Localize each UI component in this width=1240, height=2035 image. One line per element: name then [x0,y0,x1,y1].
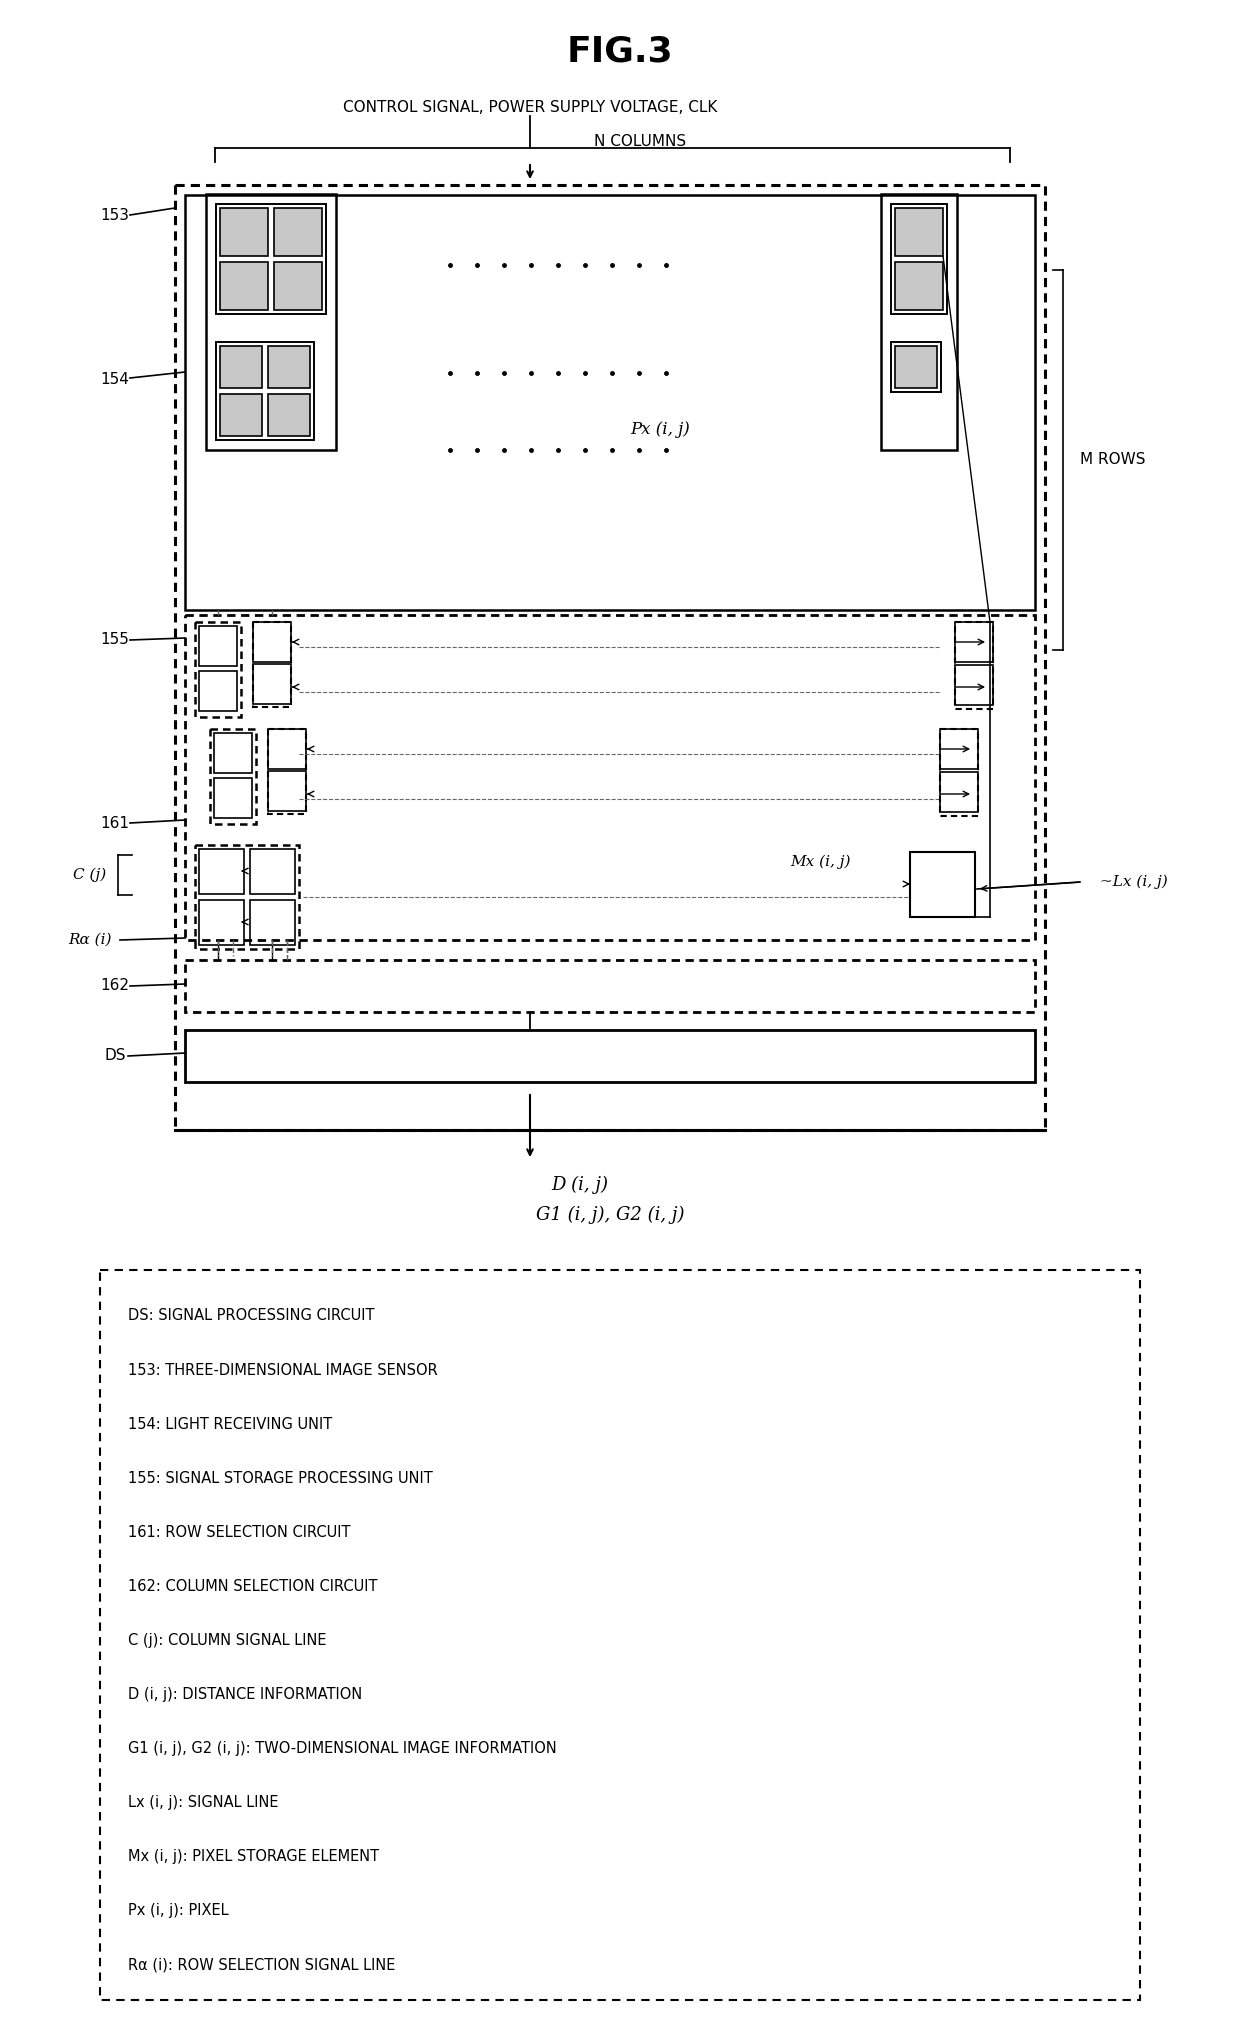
Text: Rα (i): ROW SELECTION SIGNAL LINE: Rα (i): ROW SELECTION SIGNAL LINE [128,1958,396,1972]
Bar [195,623,241,716]
Bar [185,961,1035,1011]
Bar [253,623,291,706]
Text: 162: 162 [100,979,129,993]
Text: ~Lx (i, j): ~Lx (i, j) [1100,875,1168,889]
Bar [219,346,262,389]
Bar [880,193,957,450]
Text: D (i, j): DISTANCE INFORMATION: D (i, j): DISTANCE INFORMATION [128,1687,362,1701]
Bar [892,204,947,313]
Text: 153: THREE-DIMENSIONAL IMAGE SENSOR: 153: THREE-DIMENSIONAL IMAGE SENSOR [128,1363,438,1378]
Bar [250,899,295,944]
Bar [185,615,1035,940]
Bar [253,663,291,704]
Bar [955,623,993,708]
Bar [955,623,993,661]
Bar [100,1270,1140,2000]
Bar [206,193,336,450]
Text: C (j): C (j) [73,867,107,883]
Text: 153: 153 [100,208,129,222]
Text: D (i, j): D (i, j) [552,1176,609,1195]
Bar [198,899,244,944]
Text: C (j): COLUMN SIGNAL LINE: C (j): COLUMN SIGNAL LINE [128,1632,326,1648]
Text: Px (i, j): Px (i, j) [630,421,689,438]
Bar [268,346,310,389]
Bar [253,623,291,661]
Text: M ROWS: M ROWS [1080,452,1146,468]
Bar [892,342,941,393]
Bar [268,729,306,814]
Bar [175,185,1045,1129]
Bar [215,777,252,818]
Text: Lx (i, j): SIGNAL LINE: Lx (i, j): SIGNAL LINE [128,1795,279,1809]
Bar [940,729,978,816]
Bar [219,263,268,309]
Bar [940,771,978,812]
Text: 154: 154 [100,372,129,387]
Text: 155: SIGNAL STORAGE PROCESSING UNIT: 155: SIGNAL STORAGE PROCESSING UNIT [128,1471,433,1486]
Bar [268,771,306,812]
Bar [216,342,314,440]
Bar [215,733,252,773]
Text: Px (i, j): PIXEL: Px (i, j): PIXEL [128,1903,228,1919]
Bar [185,1030,1035,1083]
Bar [198,849,244,893]
Bar [268,395,310,435]
Bar [895,208,942,256]
Text: 155: 155 [100,633,129,647]
Bar [198,672,237,710]
Text: FIG.3: FIG.3 [567,35,673,69]
Text: N COLUMNS: N COLUMNS [594,134,686,149]
Bar [274,263,322,309]
Text: DS: SIGNAL PROCESSING CIRCUIT: DS: SIGNAL PROCESSING CIRCUIT [128,1309,374,1323]
Bar [198,627,237,665]
Text: G1 (i, j), G2 (i, j): TWO-DIMENSIONAL IMAGE INFORMATION: G1 (i, j), G2 (i, j): TWO-DIMENSIONAL IM… [128,1742,557,1756]
Bar [910,853,975,918]
Text: 154: LIGHT RECEIVING UNIT: 154: LIGHT RECEIVING UNIT [128,1416,332,1431]
Bar [219,208,268,256]
Bar [895,263,942,309]
Text: Rα (i): Rα (i) [68,932,112,946]
Bar [274,208,322,256]
Text: Mx (i, j): PIXEL STORAGE ELEMENT: Mx (i, j): PIXEL STORAGE ELEMENT [128,1850,379,1864]
Text: CONTROL SIGNAL, POWER SUPPLY VOLTAGE, CLK: CONTROL SIGNAL, POWER SUPPLY VOLTAGE, CL… [342,100,717,116]
Bar [940,729,978,769]
Text: G1 (i, j), G2 (i, j): G1 (i, j), G2 (i, j) [536,1207,684,1225]
Text: Mx (i, j): Mx (i, j) [790,855,851,869]
Bar [195,845,299,948]
Bar [250,849,295,893]
Bar [210,729,255,824]
Bar [216,204,326,313]
Bar [219,395,262,435]
Text: 161: ROW SELECTION CIRCUIT: 161: ROW SELECTION CIRCUIT [128,1524,351,1540]
Bar [185,195,1035,610]
Bar [955,665,993,704]
Bar [268,729,306,769]
Text: 161: 161 [100,816,129,830]
Text: DS: DS [104,1048,125,1064]
Bar [895,346,937,389]
Text: 162: COLUMN SELECTION CIRCUIT: 162: COLUMN SELECTION CIRCUIT [128,1579,377,1593]
